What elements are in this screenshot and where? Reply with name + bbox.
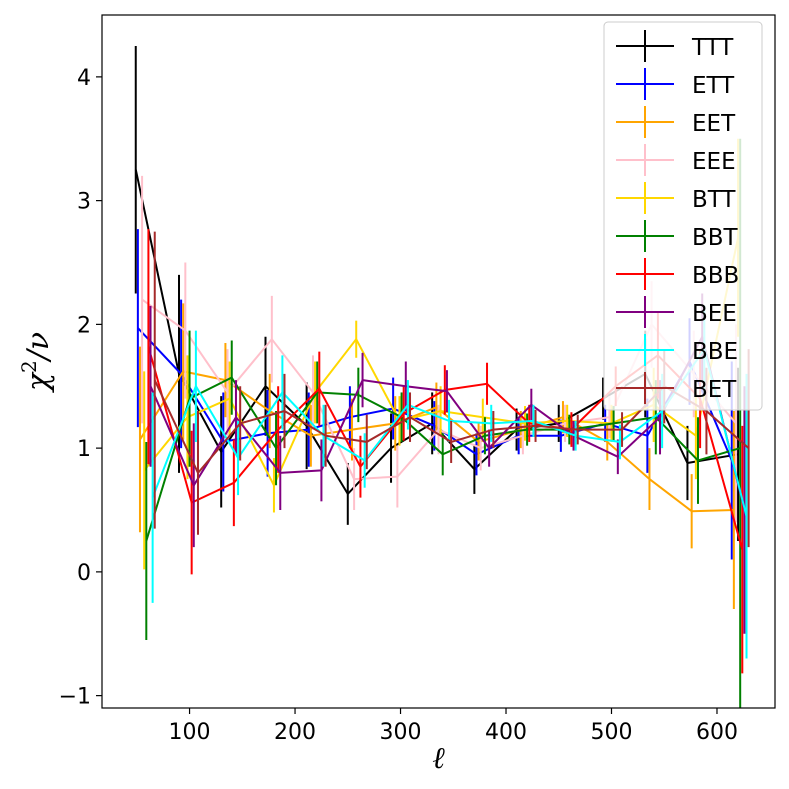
x-tick-label: 400 [485, 720, 527, 745]
y-axis-label: χ2/ν [17, 332, 56, 393]
legend-label-eet: EET [692, 111, 736, 137]
axes: 100 200 300 400 500 600 −1 0 1 2 3 4 [59, 14, 776, 745]
legend-label-bee: BEE [692, 301, 737, 327]
x-tick-label: 600 [696, 720, 738, 745]
y-tick-label: 4 [77, 66, 91, 91]
legend-label-bet: BET [692, 377, 737, 403]
legend-label-bbe: BBE [692, 339, 738, 365]
y-tick-label: 2 [77, 313, 91, 338]
legend-label-ett: ETT [692, 73, 735, 99]
legend-label-eee: EEE [692, 149, 736, 175]
y-tick-label: 0 [77, 561, 91, 586]
y-tick-label: 3 [77, 190, 91, 215]
y-axis-label-base: χ [21, 371, 56, 393]
y-axis-label-sup: 2 [17, 360, 41, 373]
legend-label-ttt: TTT [691, 35, 734, 61]
legend-label-bbb: BBB [692, 263, 739, 289]
x-tick-label: 500 [590, 720, 632, 745]
x-tick-label: 300 [380, 720, 422, 745]
legend-box [603, 21, 763, 411]
y-tick-label: 1 [77, 437, 91, 462]
x-tick-label: 200 [274, 720, 316, 745]
legend-label-btt: BTT [692, 187, 736, 213]
legend-label-bbt: BBT [692, 225, 739, 251]
y-axis-label-tail: /ν [21, 332, 56, 363]
y-tick-label: −1 [59, 685, 91, 710]
axes-frame [101, 14, 776, 709]
x-tick-label: 100 [169, 720, 211, 745]
x-axis-label: ℓ [432, 741, 445, 776]
legend: TTT ETT EET EEE BTT BBT BBB BEE BBE BET [603, 21, 763, 411]
